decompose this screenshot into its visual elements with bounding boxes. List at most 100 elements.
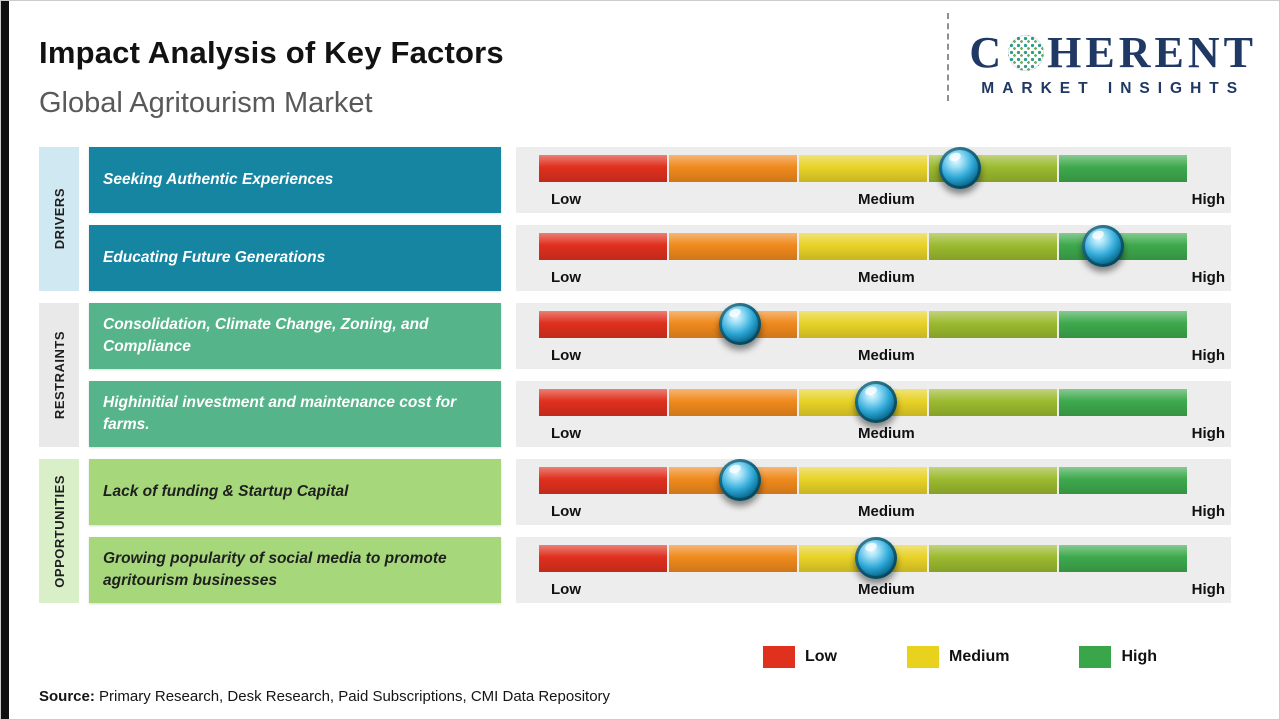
scale-labels: Low Medium High: [516, 347, 1231, 364]
scale-segment: [539, 545, 667, 572]
factor-label: Educating Future Generations: [89, 225, 501, 291]
scale-segment: [929, 311, 1057, 338]
scale-labels: Low Medium High: [516, 503, 1231, 520]
scale-label-medium: Medium: [858, 425, 915, 442]
impact-marker: [854, 537, 897, 579]
impact-scale-bar: [539, 233, 1187, 260]
impact-scale-bar: [539, 155, 1187, 182]
scale-label-medium: Medium: [858, 347, 915, 364]
scale-segment: [1059, 311, 1187, 338]
scale-labels: Low Medium High: [516, 425, 1231, 442]
left-edge-bar: [1, 1, 9, 719]
impact-scale-row: Low Medium High: [516, 147, 1231, 213]
legend-item-medium: Medium: [907, 646, 1009, 668]
brand-name-prefix: C: [969, 28, 1006, 77]
scale-segment: [669, 155, 797, 182]
scale-segment: [799, 311, 927, 338]
impact-scale-bar: [539, 467, 1187, 494]
globe-icon: [1008, 35, 1045, 71]
scale-label-medium: Medium: [858, 581, 915, 598]
scale-label-medium: Medium: [858, 269, 915, 286]
brand-name: C HERENT: [969, 31, 1257, 75]
scale-segment: [539, 467, 667, 494]
impact-marker: [718, 303, 761, 345]
impact-scale-row: Low Medium High: [516, 225, 1231, 291]
impact-scale-bar: [539, 545, 1187, 572]
scale-segment: [669, 233, 797, 260]
scale-segment: [539, 155, 667, 182]
legend-swatch: [1079, 646, 1112, 668]
scale-label-medium: Medium: [858, 191, 915, 208]
scale-segment: [539, 389, 667, 416]
brand-tagline: MARKET INSIGHTS: [981, 80, 1246, 97]
legend-label: Medium: [949, 648, 1010, 665]
source-label: Source:: [39, 688, 95, 705]
scale-label-high: High: [1191, 425, 1225, 442]
page-subtitle: Global Agritourism Market: [39, 87, 373, 119]
impact-marker: [939, 147, 982, 189]
legend-swatch: [907, 646, 939, 668]
legend: Low Medium High: [763, 646, 1157, 668]
scale-labels: Low Medium High: [516, 269, 1231, 286]
scale-label-high: High: [1191, 269, 1225, 286]
scale-label-low: Low: [551, 581, 581, 598]
scale-label-high: High: [1191, 581, 1225, 598]
impact-scale-row: Low Medium High: [516, 459, 1231, 525]
scale-label-low: Low: [551, 503, 581, 520]
impact-marker: [1081, 225, 1124, 267]
factor-label: Consolidation, Climate Change, Zoning, a…: [89, 303, 501, 369]
impact-marker: [854, 381, 897, 423]
scale-segment: [1059, 467, 1187, 494]
scale-label-high: High: [1191, 503, 1225, 520]
category-label: RESTRAINTS: [51, 330, 67, 420]
scale-segment: [669, 545, 797, 572]
scale-segment: [929, 389, 1057, 416]
legend-label: Low: [805, 648, 837, 665]
scale-label-high: High: [1191, 347, 1225, 364]
scale-labels: Low Medium High: [516, 191, 1231, 208]
impact-scale-bar: [539, 311, 1187, 338]
impact-marker: [718, 459, 761, 501]
factor-label: Growing popularity of social media to pr…: [89, 537, 501, 603]
scale-segment: [929, 467, 1057, 494]
category-label: DRIVERS: [51, 188, 67, 250]
category-label: OPPORTUNITIES: [51, 474, 67, 588]
legend-item-low: Low: [763, 646, 837, 668]
scale-segment: [799, 233, 927, 260]
legend-label: High: [1121, 648, 1157, 665]
scale-label-low: Low: [551, 425, 581, 442]
scale-segment: [929, 545, 1057, 572]
scale-segment: [1059, 389, 1187, 416]
legend-item-high: High: [1079, 646, 1157, 668]
impact-scale-row: Low Medium High: [516, 303, 1231, 369]
brand-name-suffix: HERENT: [1047, 28, 1257, 77]
page-title: Impact Analysis of Key Factors: [39, 35, 504, 70]
scale-label-medium: Medium: [858, 503, 915, 520]
scale-labels: Low Medium High: [516, 581, 1231, 598]
scale-label-high: High: [1191, 191, 1225, 208]
legend-swatch: [763, 646, 795, 668]
category-sidebar-restraints: RESTRAINTS: [39, 303, 79, 447]
scale-segment: [539, 233, 667, 260]
logo-divider: [947, 13, 949, 101]
scale-segment: [929, 233, 1057, 260]
scale-segment: [799, 467, 927, 494]
scale-segment: [539, 311, 667, 338]
impact-scale-row: Low Medium High: [516, 381, 1231, 447]
factor-label: Seeking Authentic Experiences: [89, 147, 501, 213]
factor-label: Lack of funding & Startup Capital: [89, 459, 501, 525]
scale-label-low: Low: [551, 191, 581, 208]
scale-segment: [1059, 545, 1187, 572]
category-sidebar-opportunities: OPPORTUNITIES: [39, 459, 79, 603]
brand-logo: C HERENT MARKET INSIGHTS: [969, 31, 1257, 98]
scale-segment: [669, 389, 797, 416]
factor-label: Highinitial investment and maintenance c…: [89, 381, 501, 447]
scale-segment: [799, 155, 927, 182]
scale-label-low: Low: [551, 269, 581, 286]
impact-scale-row: Low Medium High: [516, 537, 1231, 603]
category-sidebar-drivers: DRIVERS: [39, 147, 79, 291]
scale-label-low: Low: [551, 347, 581, 364]
scale-segment: [1059, 155, 1187, 182]
source-note: Source: Primary Research, Desk Research,…: [39, 688, 610, 705]
